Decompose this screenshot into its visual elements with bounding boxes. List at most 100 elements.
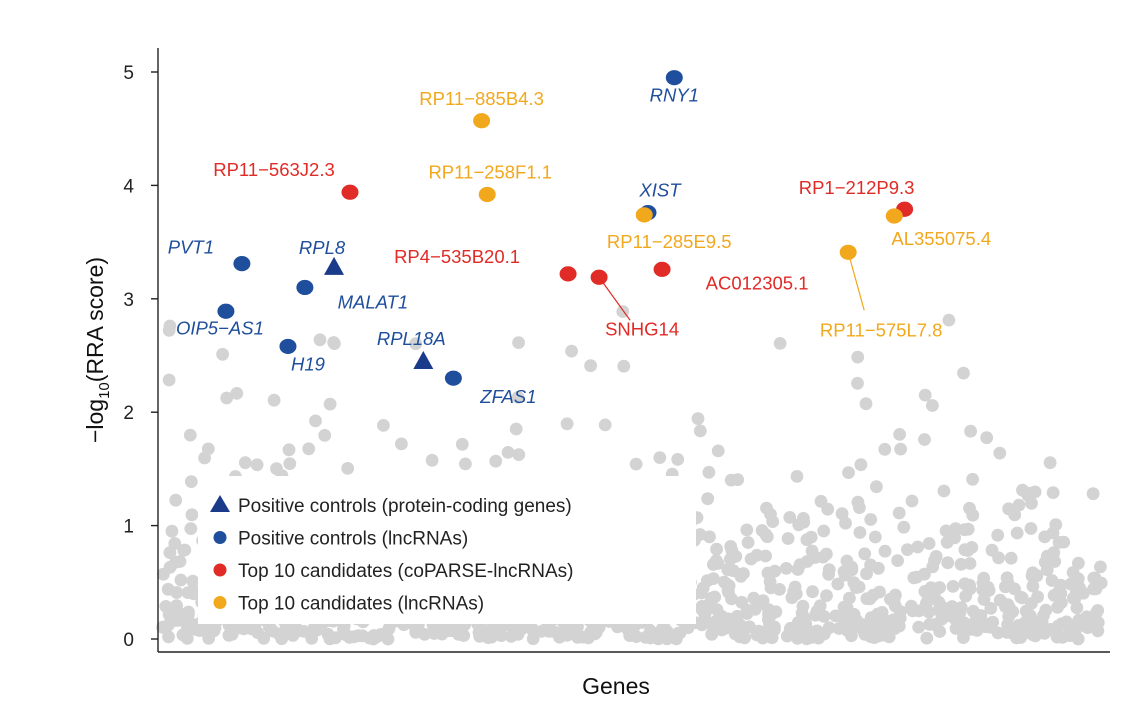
background-point (740, 523, 754, 537)
background-point (323, 397, 337, 411)
background-point (817, 524, 831, 538)
highlight-leader-lines (598, 252, 865, 321)
label-ZFAS1: ZFAS1 (479, 386, 536, 407)
background-point (957, 631, 970, 644)
background-point (230, 387, 244, 400)
background-point (741, 536, 755, 549)
background-point (779, 562, 793, 575)
background-point (173, 555, 187, 568)
background-point (946, 580, 960, 593)
background-point (781, 532, 795, 545)
background-point (1057, 535, 1071, 549)
background-point (270, 462, 283, 476)
background-point (1026, 579, 1040, 593)
background-point (851, 495, 865, 509)
background-point (765, 631, 779, 645)
point-PVT1 (233, 256, 251, 272)
background-point (473, 630, 487, 643)
background-point (864, 513, 878, 526)
label-RP11−563J2.3: RP11−563J2.3 (213, 159, 335, 180)
background-point (911, 540, 925, 554)
background-point (806, 585, 819, 599)
leader-line (598, 276, 631, 321)
label-RP4−535B20.1: RP4−535B20.1 (394, 246, 520, 267)
background-point (809, 608, 822, 622)
background-point (201, 442, 215, 456)
background-point (892, 506, 906, 520)
background-point (740, 607, 754, 620)
background-point (851, 376, 864, 390)
background-point (889, 588, 902, 602)
background-point (927, 618, 941, 631)
background-point (283, 457, 297, 470)
background-point (318, 429, 332, 442)
background-point (409, 337, 423, 351)
background-point (328, 337, 341, 350)
background-point (161, 582, 175, 596)
background-point (1091, 604, 1105, 617)
background-point (859, 397, 873, 411)
background-point (752, 597, 766, 611)
background-point (773, 583, 786, 596)
background-point (1086, 487, 1100, 501)
background-point (963, 578, 976, 592)
background-point (926, 399, 939, 412)
background-point (888, 622, 902, 635)
background-point (512, 448, 526, 461)
background-point (907, 571, 921, 585)
legend-box (198, 476, 696, 624)
background-point (918, 433, 931, 446)
background-point (821, 502, 835, 516)
background-point (321, 627, 335, 641)
background-point (980, 431, 994, 445)
background-point (691, 412, 705, 425)
background-point (993, 446, 1007, 460)
background-point (395, 437, 408, 451)
background-point (1040, 549, 1054, 563)
background-point (878, 442, 892, 456)
background-point (920, 631, 934, 645)
background-point (726, 564, 740, 578)
background-point (853, 526, 867, 539)
point-H19 (279, 338, 297, 355)
background-point (186, 574, 200, 588)
background-point (790, 470, 804, 483)
point-ZFAS1 (444, 370, 462, 386)
background-point (657, 621, 671, 635)
background-point (966, 472, 979, 486)
background-point (1014, 590, 1028, 604)
legend-label: Top 10 candidates (lncRNAs) (238, 594, 484, 615)
background-point (455, 437, 469, 451)
background-point (961, 544, 975, 557)
axes: 0 1 2 3 4 5 (123, 48, 1110, 653)
background-point (489, 454, 503, 468)
background-point (958, 523, 971, 537)
background-point (797, 512, 810, 525)
background-point (1016, 483, 1029, 497)
legend-marker-triangle (210, 495, 230, 512)
background-point (178, 543, 192, 557)
background-point (963, 501, 976, 515)
background-point (842, 466, 855, 479)
background-point (1010, 631, 1023, 645)
background-point (991, 626, 1005, 640)
background-point (272, 627, 286, 641)
background-point (783, 623, 797, 637)
background-point (671, 453, 685, 466)
background-point (511, 390, 525, 404)
background-point (381, 632, 395, 646)
background-point (976, 583, 990, 597)
legend-label: Positive controls (lncRNAs) (238, 529, 468, 550)
background-point (768, 564, 782, 578)
y-tick-label-2: 2 (123, 403, 134, 424)
background-point (306, 623, 320, 637)
background-point (560, 417, 574, 431)
highlight-labels: RNY1 RP11−885B4.3 RP11−563J2.3 RP11−258F1.1… (168, 85, 991, 408)
background-point (1046, 486, 1060, 499)
background-point (845, 629, 858, 643)
legend-label: Top 10 candidates (coPARSE-lncRNAs) (238, 561, 573, 582)
background-point (561, 627, 575, 641)
background-point (705, 628, 719, 641)
background-point (459, 457, 472, 471)
